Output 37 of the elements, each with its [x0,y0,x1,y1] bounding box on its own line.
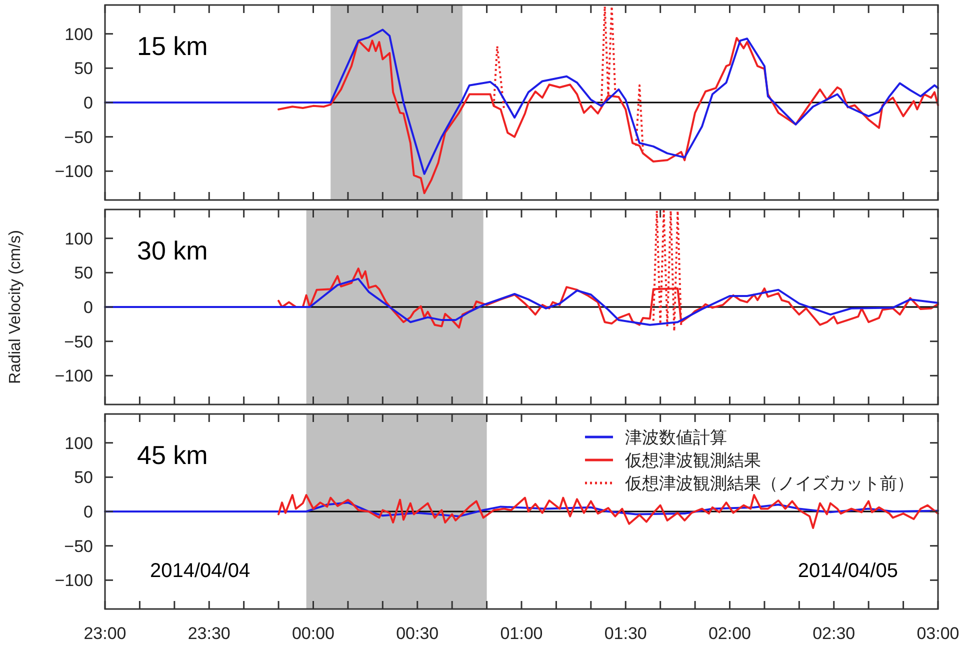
y-tick-label: −50 [64,536,93,556]
annotation: 2014/04/04 [150,560,250,582]
y-axis-title: Radial Velocity (cm/s) [7,230,24,384]
annotation: 30 km [137,236,208,266]
x-tick-label: 02:00 [708,624,752,643]
y-tick-label: 0 [84,502,93,522]
y-tick-label: 100 [64,229,93,248]
annotation: 45 km [137,440,208,470]
x-tick-label: 23:00 [84,624,126,643]
y-tick-label: 50 [74,468,93,488]
legend-label: 仮想津波観測結果 [624,451,761,470]
legend-label: 仮想津波観測結果（ノイズカット前） [624,474,914,493]
y-tick-label: −100 [54,162,93,182]
y-tick-label: −100 [54,571,93,590]
line-series [278,494,939,529]
line-series [104,28,939,175]
y-tick-label: 0 [84,94,93,112]
y-tick-label: −100 [54,366,93,386]
y-tick-label: −50 [64,332,93,352]
y-tick-label: 50 [74,59,93,78]
line-series [104,502,939,518]
y-tick-label: 0 [84,298,93,317]
x-tick-label: 03:00 [916,624,960,643]
y-tick-label: 100 [64,24,93,44]
legend-label: 津波数値計算 [625,428,727,447]
annotation: 15 km [137,31,208,61]
x-tick-label: 02:30 [812,624,856,643]
y-tick-label: 100 [64,434,93,453]
y-tick-label: −50 [64,128,93,147]
x-tick-label: 01:00 [500,624,543,643]
annotation: 2014/04/05 [798,560,898,582]
x-tick-label: 00:00 [292,624,335,643]
line-series [104,278,939,326]
x-tick-label: 23:30 [188,624,230,643]
x-tick-label: 00:30 [396,624,439,643]
x-tick-label: 01:30 [604,624,647,643]
y-tick-label: 50 [74,264,93,283]
